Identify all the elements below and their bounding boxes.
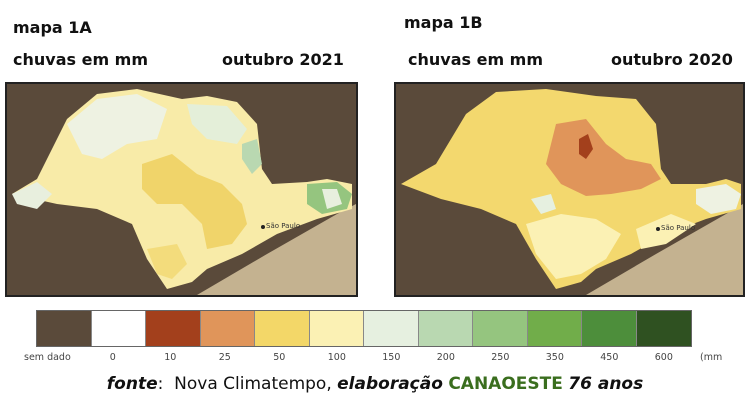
footer-source: Nova Climatempo, [174,374,332,394]
legend-swatch [91,311,146,346]
legend-tick-label: 10 [164,352,177,363]
footer-anos: 76 anos [568,374,644,394]
legend-tick-label: 50 [273,352,286,363]
map-1a-title: mapa 1A [13,18,92,37]
map-1a-city-label: São Paulo [266,222,301,230]
legend-swatch [527,311,582,346]
map-1b-title: mapa 1B [404,13,483,32]
map-1b: São Paulo [394,82,745,297]
legend-swatch [146,311,201,346]
legend-swatch [309,311,364,346]
legend-swatch [636,311,691,346]
map-1a-graphic [7,84,356,295]
legend-swatch [37,311,92,346]
map-1a: São Paulo [5,82,358,297]
legend-tick-label: 150 [382,352,401,363]
legend-tick-label: 250 [491,352,510,363]
map-1a-subtitle: chuvas em mm [13,50,149,69]
legend-tick-label: 450 [600,352,619,363]
source-credit: fonte: Nova Climatempo, elaboração CANAO… [106,374,644,394]
legend-swatch [364,311,419,346]
legend-tick-label: 350 [545,352,564,363]
footer-elaboracao: elaboração [337,374,443,394]
legend-swatch [582,311,637,346]
legend-swatch [255,311,310,346]
legend-unit: (mm [700,352,723,363]
legend-swatch [473,311,528,346]
legend-tick-label: 200 [436,352,455,363]
legend-tick-label: 600 [654,352,673,363]
footer-fonte: fonte [106,374,158,394]
legend-color-bar [36,310,692,347]
legend-tick-label: 100 [327,352,346,363]
legend-tick-label: 0 [109,352,116,363]
footer-brand: CANAOESTE [448,374,563,394]
map-1b-date: outubro 2020 [611,50,733,69]
legend-swatch [418,311,473,346]
map-1b-graphic [396,84,743,295]
map-1b-subtitle: chuvas em mm [408,50,544,69]
map-1a-date: outubro 2021 [222,50,344,69]
map-1b-city-label: São Paulo [661,224,696,232]
legend-tick-label: 25 [218,352,231,363]
legend-tick-label: sem dado [24,352,71,363]
legend-swatch [200,311,255,346]
